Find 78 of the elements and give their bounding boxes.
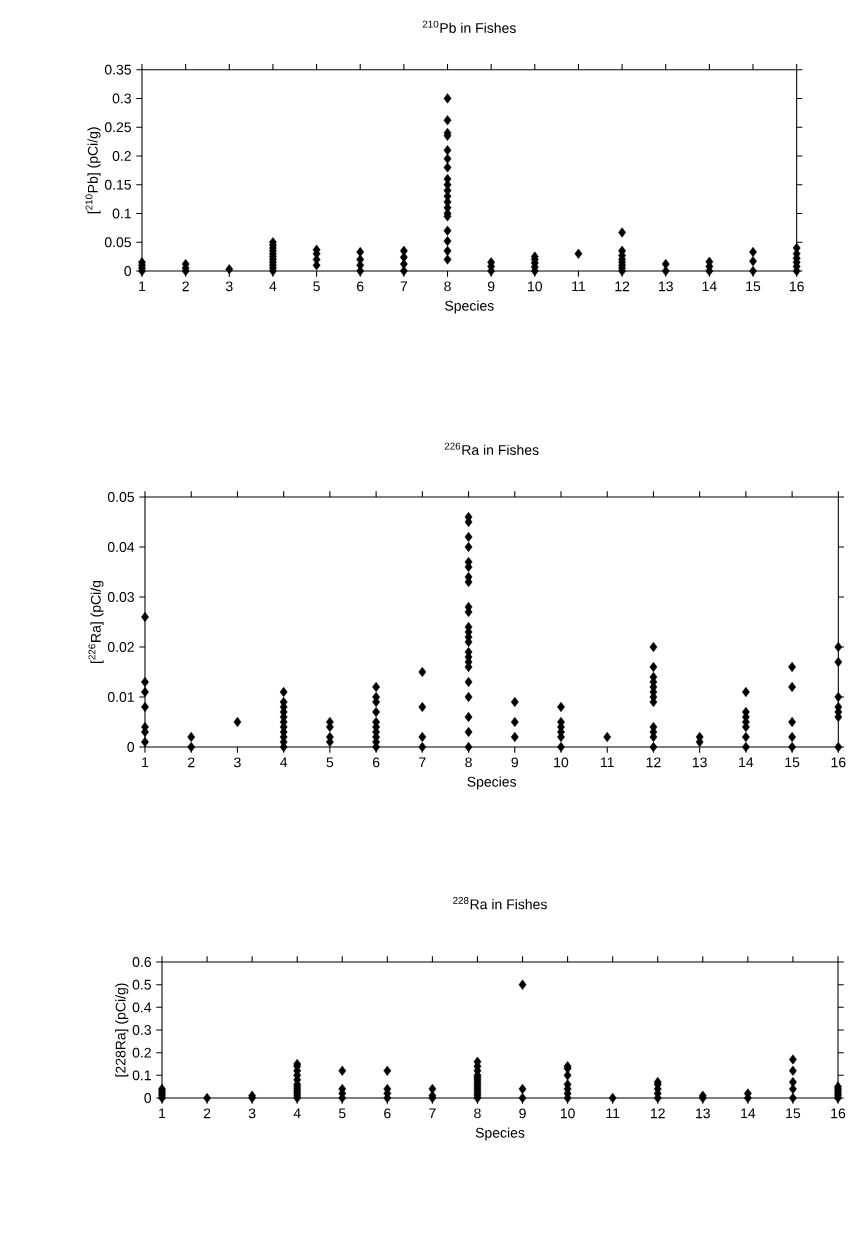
x-tick-label: 11 bbox=[606, 1108, 620, 1119]
y-tick-label: 0.3 bbox=[132, 1025, 151, 1035]
x-tick-label: 7 bbox=[400, 281, 408, 292]
x-tick-label: 4 bbox=[293, 1108, 301, 1119]
x-tick-label: 2 bbox=[203, 1108, 211, 1119]
x-tick-label: 2 bbox=[188, 757, 195, 768]
x-tick-label: 3 bbox=[248, 1108, 256, 1119]
x-tick-label: 1 bbox=[142, 757, 149, 768]
x-tick-label: 16 bbox=[831, 757, 846, 768]
x-tick-label: 3 bbox=[225, 281, 233, 292]
x-tick-label: 12 bbox=[615, 281, 630, 292]
x-tick-label: 6 bbox=[384, 1108, 391, 1119]
x-tick-label: 6 bbox=[357, 281, 364, 292]
x-tick-label: 10 bbox=[560, 1108, 575, 1119]
x-tick-label: 5 bbox=[338, 1108, 346, 1119]
y-tick-label: 0 bbox=[144, 1093, 152, 1103]
y-tick-label: 0.1 bbox=[132, 1070, 151, 1081]
y-tick-label: 0.05 bbox=[107, 492, 134, 502]
chart-title: $^{210}$Pb in Fishes bbox=[422, 20, 516, 33]
y-axis-title: [228Ra] (pCi/g) bbox=[115, 983, 129, 1077]
x-tick-label: 14 bbox=[702, 281, 717, 292]
x-tick-label: 14 bbox=[741, 1108, 756, 1119]
y-tick-label: 0.1 bbox=[112, 208, 131, 219]
x-tick-label: 16 bbox=[831, 1108, 846, 1119]
y-tick-label: 0.6 bbox=[132, 957, 151, 967]
y-axis-title: [$^{226}$Ra] (pCi/g bbox=[88, 580, 104, 663]
x-tick-label: 12 bbox=[646, 757, 661, 768]
x-tick-label: 9 bbox=[487, 281, 495, 292]
y-tick-label: 0.04 bbox=[107, 542, 135, 552]
y-tick-label: 0.4 bbox=[132, 1002, 152, 1013]
x-axis-title: Species bbox=[467, 776, 517, 790]
x-tick-label: 11 bbox=[572, 281, 586, 292]
x-tick-label: 13 bbox=[659, 281, 673, 292]
x-tick-label: 15 bbox=[785, 757, 800, 768]
x-tick-label: 9 bbox=[519, 1108, 526, 1119]
x-tick-label: 13 bbox=[692, 757, 707, 768]
x-tick-label: 1 bbox=[139, 281, 146, 292]
x-tick-label: 5 bbox=[313, 281, 320, 292]
x-tick-label: 8 bbox=[465, 757, 472, 768]
y-tick-label: 0.03 bbox=[107, 592, 134, 602]
x-tick-label: 2 bbox=[182, 281, 189, 292]
x-tick-label: 6 bbox=[372, 757, 380, 768]
y-tick-label: 0.35 bbox=[104, 64, 131, 75]
y-tick-label: 0.3 bbox=[112, 93, 131, 104]
x-tick-label: 9 bbox=[511, 757, 518, 768]
y-tick-label: 0.2 bbox=[112, 151, 131, 161]
y-tick-label: 0.05 bbox=[104, 237, 131, 248]
x-tick-label: 4 bbox=[280, 757, 288, 768]
x-tick-label: 10 bbox=[528, 281, 543, 292]
y-tick-label: 0 bbox=[124, 266, 132, 276]
x-tick-label: 12 bbox=[651, 1108, 665, 1119]
y-tick-label: 0.02 bbox=[107, 642, 134, 652]
x-tick-label: 5 bbox=[326, 757, 334, 768]
x-tick-label: 8 bbox=[474, 1108, 481, 1119]
x-tick-label: 15 bbox=[786, 1108, 801, 1119]
x-tick-label: 11 bbox=[601, 757, 614, 768]
x-tick-label: 13 bbox=[696, 1108, 710, 1119]
x-tick-label: 8 bbox=[444, 281, 451, 292]
y-tick-label: 0.01 bbox=[107, 692, 134, 702]
x-tick-label: 1 bbox=[159, 1108, 166, 1119]
x-axis-title: Species bbox=[445, 300, 494, 314]
y-tick-label: 0.15 bbox=[104, 179, 131, 190]
chart-title: $^{226}$Ra in Fishes bbox=[444, 442, 539, 455]
y-tick-label: 0 bbox=[127, 742, 135, 752]
x-tick-label: 15 bbox=[746, 281, 761, 292]
x-tick-label: 4 bbox=[269, 281, 277, 292]
x-tick-label: 3 bbox=[234, 757, 241, 768]
y-tick-label: 0.5 bbox=[132, 979, 151, 990]
x-tick-label: 16 bbox=[789, 281, 804, 292]
x-tick-label: 10 bbox=[554, 757, 569, 768]
chart-title: $^{228}$Ra in Fishes bbox=[453, 897, 547, 910]
x-tick-label: 14 bbox=[739, 757, 754, 768]
x-tick-label: 7 bbox=[429, 1108, 436, 1119]
y-tick-label: 0.25 bbox=[104, 122, 131, 133]
y-tick-label: 0.2 bbox=[132, 1047, 151, 1058]
y-axis-title: [$^{210}$Pb] (pCi/g) bbox=[85, 127, 101, 214]
x-tick-label: 7 bbox=[419, 757, 426, 768]
x-axis-title: Species bbox=[475, 1127, 525, 1141]
